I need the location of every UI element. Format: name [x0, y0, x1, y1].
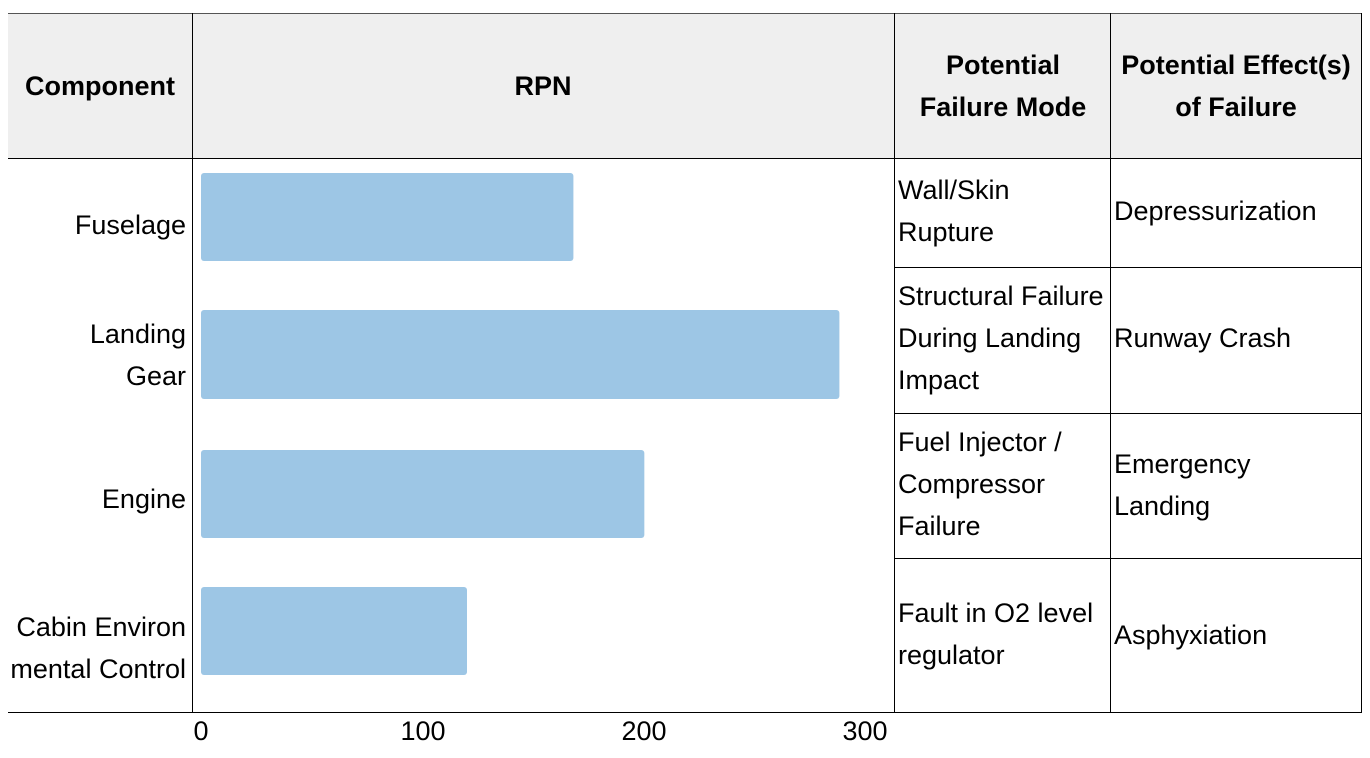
- component-label: Fuselage: [10, 190, 186, 260]
- x-tick-0: 0: [193, 716, 209, 746]
- failure-mode-text: Structural Failure During Landing Impact: [898, 281, 1104, 395]
- failure-mode-cell: Fuel Injector / Compressor Failure: [898, 421, 1110, 547]
- x-tick-200: 200: [621, 716, 667, 746]
- header-component: Component: [8, 13, 192, 158]
- failure-mode-cell: Wall/Skin Rupture: [898, 169, 1110, 253]
- effect-text: Emergency Landing: [1114, 449, 1251, 521]
- effect-cell: Asphyxiation: [1114, 614, 1360, 656]
- table-right-border: [1361, 13, 1362, 713]
- component-label-fuselage: Fuselage: [74, 210, 186, 240]
- effect-text: Runway Crash: [1114, 323, 1292, 353]
- x-tick-100: 100: [400, 716, 446, 746]
- component-label: Cabin Environmental Control: [10, 585, 186, 711]
- component-label-landing-gear: Landing Gear: [89, 319, 186, 391]
- effect-cell: Emergency Landing: [1114, 443, 1360, 527]
- col-divider-1: [192, 13, 193, 713]
- header-row: [8, 13, 1362, 158]
- header-bottom-border: [8, 158, 1362, 159]
- effect-text: Asphyxiation: [1114, 620, 1268, 650]
- bar-cabin-environmental-control: [201, 587, 467, 675]
- failure-mode-text: Fault in O2 level regulator: [898, 598, 1094, 670]
- failure-mode-text: Fuel Injector / Compressor Failure: [898, 427, 1062, 541]
- component-label-cabin: Cabin Environmental Control: [10, 612, 186, 684]
- bar-landing-gear: [201, 310, 840, 399]
- x-tick-300: 300: [842, 716, 888, 746]
- x-tick-label: 300: [825, 716, 905, 747]
- row-divider-3: [894, 558, 1362, 559]
- header-component-label: Component: [25, 70, 175, 101]
- component-label-engine: Engine: [101, 484, 186, 514]
- header-effects: Potential Effect(s) of Failure: [1118, 13, 1354, 158]
- x-tick-label: 100: [383, 716, 463, 747]
- table-bottom-border: [8, 712, 1362, 713]
- failure-mode-cell: Structural Failure During Landing Impact: [898, 275, 1110, 401]
- failure-mode-text: Wall/Skin Rupture: [898, 175, 1010, 247]
- bar-fuselage: [201, 173, 574, 261]
- col-divider-2: [894, 13, 895, 713]
- header-failure-mode-label: Potential Failure Mode: [919, 49, 1087, 122]
- x-tick-label: 0: [161, 716, 241, 747]
- header-rpn: RPN: [192, 13, 894, 158]
- failure-mode-cell: Fault in O2 level regulator: [898, 592, 1110, 676]
- header-failure-mode: Potential Failure Mode: [904, 13, 1102, 158]
- table-top-border: [8, 13, 1362, 14]
- bar-engine: [201, 450, 645, 538]
- row-divider-2: [894, 413, 1362, 414]
- effect-cell: Runway Crash: [1114, 317, 1360, 359]
- effect-cell: Depressurization: [1114, 190, 1360, 232]
- x-tick-label: 200: [604, 716, 684, 747]
- component-label: Engine: [10, 464, 186, 534]
- component-label: Landing Gear: [10, 310, 186, 400]
- col-divider-3: [1110, 13, 1111, 713]
- header-effects-label: Potential Effect(s) of Failure: [1121, 49, 1351, 122]
- header-rpn-label: RPN: [514, 70, 572, 101]
- effect-text: Depressurization: [1114, 196, 1317, 226]
- row-divider-1: [894, 267, 1362, 268]
